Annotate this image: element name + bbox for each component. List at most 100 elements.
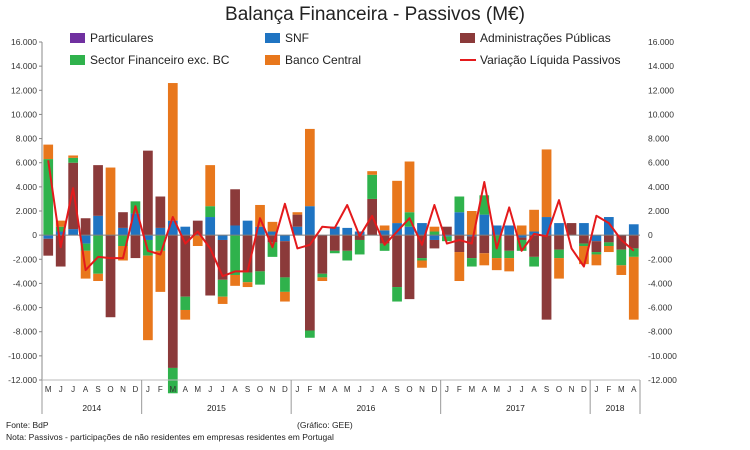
y-tick-label-right: -12.000 xyxy=(648,375,677,385)
bar-segment xyxy=(93,215,103,236)
x-tick-label: J xyxy=(71,385,75,394)
bar-segment xyxy=(205,217,216,236)
bar-segment xyxy=(429,239,440,249)
x-tick-label: M xyxy=(194,385,201,394)
legend-swatch xyxy=(70,55,85,65)
bar-segment xyxy=(479,195,490,215)
credit-note: (Gráfico: GEE) xyxy=(297,420,353,430)
x-tick-label: A xyxy=(382,385,388,394)
year-label: 2015 xyxy=(207,403,226,413)
x-tick-label: N xyxy=(419,385,425,394)
x-tick-label: F xyxy=(307,385,312,394)
y-tick-label-right: 2.000 xyxy=(648,206,670,216)
x-tick-label: O xyxy=(406,385,412,394)
bar-segment xyxy=(354,231,365,236)
x-tick-label: J xyxy=(146,385,150,394)
bar-segment xyxy=(479,253,490,266)
bar-segment xyxy=(255,226,265,236)
bar-segment xyxy=(292,212,303,215)
bar-segment xyxy=(392,287,402,302)
bar-segment xyxy=(379,235,390,244)
y-tick-label-right: 8.000 xyxy=(648,134,670,144)
bar-segment xyxy=(379,243,390,251)
bar-segment xyxy=(80,218,91,236)
bar-segment xyxy=(242,235,253,273)
bar-segment xyxy=(454,196,465,213)
bar-segment xyxy=(417,258,427,261)
bar-segment xyxy=(155,250,166,292)
bar-segment xyxy=(541,149,552,218)
bar-segment xyxy=(55,226,66,232)
x-tick-label: A xyxy=(631,385,637,394)
bar-segment xyxy=(591,252,602,255)
year-label: 2016 xyxy=(356,403,375,413)
bar-segment xyxy=(267,235,278,243)
legend-label: Banco Central xyxy=(285,53,361,67)
bar-segment xyxy=(155,235,166,251)
bar-segment xyxy=(280,291,290,302)
bar-segment xyxy=(504,258,515,272)
x-tick-label: A xyxy=(83,385,89,394)
bar-segment xyxy=(504,250,515,259)
y-tick-label-left: 6.000 xyxy=(16,158,38,168)
bar-segment xyxy=(155,196,166,228)
bar-segment xyxy=(242,220,253,236)
bar-segment xyxy=(167,83,178,221)
bar-segment xyxy=(329,226,340,236)
bar-segment xyxy=(329,250,340,254)
bar-segment xyxy=(603,246,614,253)
bar-segment xyxy=(454,235,465,253)
bar-segment xyxy=(628,256,639,320)
y-tick-label-left: 8.000 xyxy=(16,134,38,144)
bar-segment xyxy=(591,254,602,266)
bar-segment xyxy=(491,258,502,271)
net-line xyxy=(47,160,635,278)
x-tick-label: N xyxy=(120,385,126,394)
x-tick-label: O xyxy=(556,385,562,394)
bar-segment xyxy=(454,212,465,236)
x-tick-label: M xyxy=(618,385,625,394)
bar-segment xyxy=(529,256,539,267)
bar-segment xyxy=(55,235,66,267)
bar-segment xyxy=(628,248,639,257)
bar-segment xyxy=(255,204,265,227)
x-tick-label: J xyxy=(370,385,374,394)
x-tick-label: J xyxy=(507,385,511,394)
bar-segment xyxy=(442,235,452,237)
legend-label: SNF xyxy=(285,31,309,45)
bar-segment xyxy=(466,236,477,259)
bar-segment xyxy=(417,223,427,236)
bar-segment xyxy=(105,167,116,236)
y-tick-label-left: 16.000 xyxy=(11,37,37,47)
x-tick-label: J xyxy=(358,385,362,394)
bar-segment xyxy=(591,241,602,253)
bar-segment xyxy=(404,226,415,236)
bar-segment xyxy=(68,155,79,158)
bar-segment xyxy=(541,217,552,236)
bar-segment xyxy=(304,128,315,207)
bar-segment xyxy=(304,235,315,331)
y-tick-label-right: -2.000 xyxy=(648,254,672,264)
legend-swatch xyxy=(460,33,475,43)
bar-segment xyxy=(516,235,527,238)
x-tick-label: N xyxy=(270,385,276,394)
x-tick-label: A xyxy=(232,385,238,394)
bar-segment xyxy=(80,243,91,251)
bar-segment xyxy=(554,223,564,236)
bar-segment xyxy=(217,239,228,280)
bar-segment xyxy=(466,235,477,237)
bar-segment xyxy=(180,309,191,320)
x-tick-label: M xyxy=(169,385,176,394)
bar-segment xyxy=(516,237,527,240)
bar-segment xyxy=(491,225,502,236)
bar-segment xyxy=(304,206,315,236)
bar-segment xyxy=(118,246,128,261)
bar-segment xyxy=(167,367,178,394)
legend-label: Particulares xyxy=(90,31,153,45)
y-tick-label-left: -4.000 xyxy=(13,278,37,288)
bar-segment xyxy=(55,231,66,236)
bar-segment xyxy=(167,220,178,236)
year-label: 2017 xyxy=(506,403,525,413)
bar-segment xyxy=(541,235,552,320)
